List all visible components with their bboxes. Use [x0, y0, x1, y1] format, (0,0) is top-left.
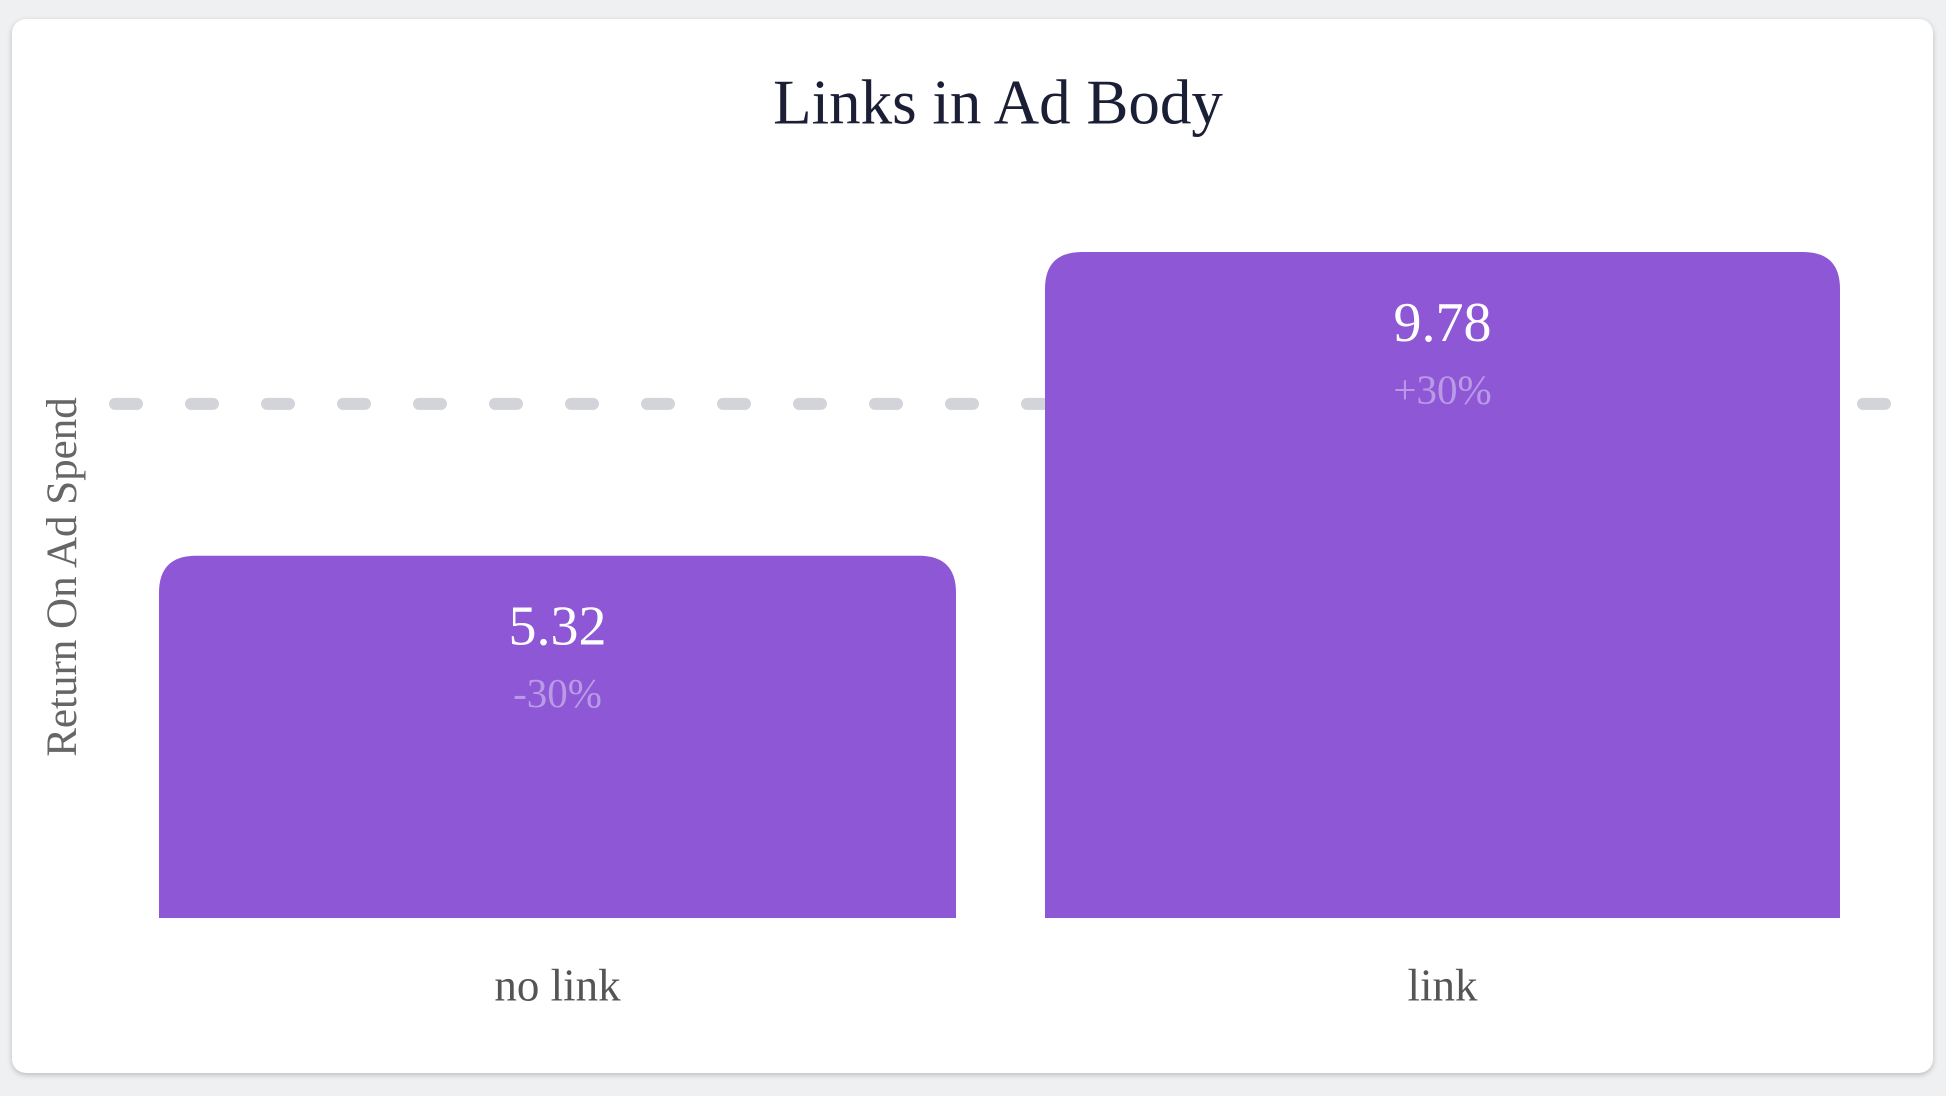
bar: [1045, 252, 1840, 918]
value-label: 9.78: [1394, 292, 1492, 354]
change-label: +30%: [1393, 366, 1491, 412]
x-tick-label: no link: [494, 960, 621, 1010]
bar: [159, 555, 956, 918]
value-label: 5.32: [509, 596, 607, 658]
change-label: -30%: [513, 670, 602, 716]
y-axis-label: Return On Ad Spend: [39, 397, 86, 757]
x-tick-label: link: [1407, 960, 1478, 1010]
chart-title: Links in Ad Body: [773, 67, 1223, 137]
